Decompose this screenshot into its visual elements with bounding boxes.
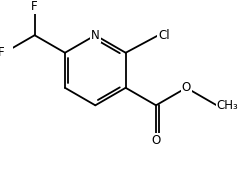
Text: Cl: Cl — [158, 29, 169, 42]
Text: N: N — [90, 29, 99, 42]
Text: CH₃: CH₃ — [216, 99, 237, 112]
Text: F: F — [0, 46, 4, 59]
Text: F: F — [31, 0, 38, 13]
Text: O: O — [151, 134, 160, 147]
Text: O: O — [181, 81, 190, 94]
